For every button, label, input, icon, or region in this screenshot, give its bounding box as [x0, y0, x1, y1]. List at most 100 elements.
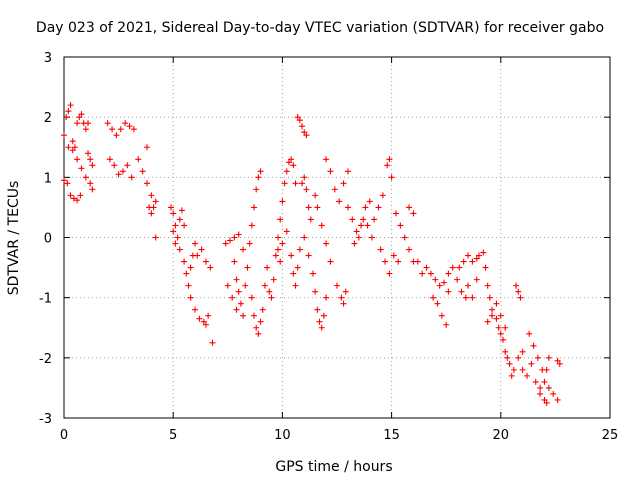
x-tick-label: 25 [602, 428, 619, 443]
data-point [438, 312, 445, 319]
data-point [528, 360, 535, 367]
data-point [556, 360, 563, 367]
data-point [268, 294, 275, 301]
data-point [296, 246, 303, 253]
data-point [170, 228, 177, 235]
data-point [305, 252, 312, 259]
data-point [272, 252, 279, 259]
data-point [143, 144, 150, 151]
data-point [222, 240, 229, 247]
data-point [449, 264, 456, 271]
data-point [279, 240, 286, 247]
data-point [382, 258, 389, 265]
data-point [106, 156, 113, 163]
data-point [200, 318, 207, 325]
data-point [460, 258, 467, 265]
data-point [554, 396, 561, 403]
x-tick-label: 15 [383, 428, 400, 443]
data-point [85, 150, 92, 157]
data-point [506, 360, 513, 367]
data-point [307, 216, 314, 223]
data-point [85, 120, 92, 127]
data-point [205, 312, 212, 319]
data-point [231, 258, 238, 265]
data-point [176, 216, 183, 223]
data-point [87, 156, 94, 163]
data-series [61, 102, 563, 406]
data-point [355, 234, 362, 241]
data-point [543, 399, 550, 406]
data-point [530, 342, 537, 349]
data-point [486, 294, 493, 301]
data-point [497, 312, 504, 319]
data-point [360, 216, 367, 223]
x-tick-label: 20 [493, 428, 510, 443]
y-tick-label: -3 [39, 412, 52, 427]
data-point [312, 288, 319, 295]
data-point [89, 162, 96, 169]
data-point [176, 246, 183, 253]
data-point [150, 204, 157, 211]
data-point [554, 357, 561, 364]
data-point [344, 204, 351, 211]
data-point [104, 120, 111, 127]
data-point [406, 204, 413, 211]
data-point [327, 168, 334, 175]
data-point [67, 102, 74, 109]
data-point [434, 300, 441, 307]
data-point [224, 282, 231, 289]
data-point [170, 210, 177, 217]
data-point [117, 126, 124, 133]
data-point [320, 312, 327, 319]
data-point [148, 192, 155, 199]
data-point [454, 276, 461, 283]
data-point [69, 138, 76, 145]
data-point [484, 282, 491, 289]
data-point [174, 234, 181, 241]
data-point [209, 339, 216, 346]
data-point [379, 192, 386, 199]
data-point [469, 294, 476, 301]
data-point [473, 276, 480, 283]
data-point [270, 276, 277, 283]
data-point [253, 324, 260, 331]
data-point [301, 234, 308, 241]
data-point [364, 222, 371, 229]
data-point [301, 129, 308, 136]
data-point [316, 318, 323, 325]
data-point [113, 132, 120, 139]
data-point [237, 300, 244, 307]
data-point [283, 168, 290, 175]
data-point [74, 156, 81, 163]
data-point [128, 174, 135, 181]
data-point [482, 264, 489, 271]
data-point [390, 252, 397, 259]
data-point [115, 171, 122, 178]
grid [64, 57, 610, 418]
data-point [248, 222, 255, 229]
y-tick-label: 1 [44, 171, 52, 186]
y-axis-label: SDTVAR / TECUs [6, 181, 22, 296]
data-point [290, 270, 297, 277]
data-point [495, 324, 502, 331]
data-point [423, 264, 430, 271]
data-point [502, 348, 509, 355]
data-point [465, 252, 472, 259]
data-point [64, 180, 71, 187]
data-point [77, 192, 84, 199]
data-point [504, 354, 511, 361]
data-point [368, 234, 375, 241]
data-point [152, 198, 159, 205]
data-point [61, 132, 67, 139]
data-point [69, 147, 76, 154]
data-point [279, 198, 286, 205]
data-point [292, 180, 299, 187]
y-tick-label: -2 [39, 352, 52, 367]
data-point [255, 174, 262, 181]
data-point [74, 197, 81, 204]
y-axis: -3 -2 -1 0 1 2 3 [39, 51, 610, 427]
data-point [493, 300, 500, 307]
data-point [240, 246, 247, 253]
data-point [410, 210, 417, 217]
data-point [192, 240, 199, 247]
